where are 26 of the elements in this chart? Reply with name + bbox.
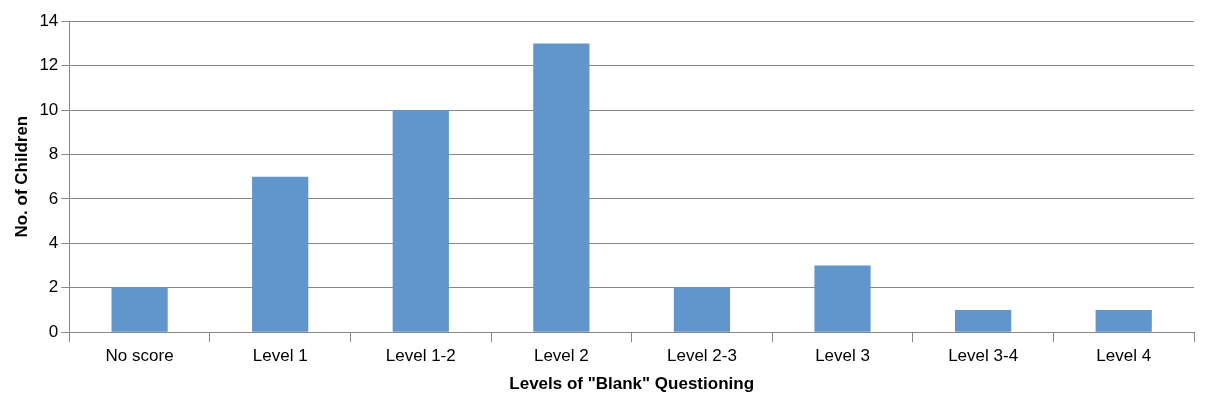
bar [955,309,1012,332]
x-tick-label: Level 2 [533,346,589,366]
bar [673,287,731,332]
bar [111,287,168,332]
x-tick-label: Level 3-4 [948,346,1019,366]
y-tick-label: 4 [48,233,59,253]
bar [252,176,309,332]
x-tick-label: No score [105,346,174,366]
bar [1095,309,1152,332]
y-axis-title: No. of Children [11,115,31,238]
y-tick-label: 0 [48,321,59,341]
y-tick-label: 12 [39,55,59,75]
y-tick-label: 14 [39,10,59,30]
x-tick-label: Level 1-2 [385,346,456,366]
bar [392,110,449,332]
x-tick-label: Level 2-3 [666,346,737,366]
x-tick-label: Level 3 [815,346,870,366]
x-axis-title: Levels of "Blank" Questioning [509,374,755,394]
bar [533,43,590,332]
y-tick-label: 10 [39,99,59,119]
x-tick-label: Level 4 [1096,346,1152,366]
y-tick-label: 2 [48,277,59,297]
y-tick-label: 8 [48,144,59,164]
y-tick-label: 6 [48,188,59,208]
x-tick-label: Level 1 [252,346,308,366]
bar [814,265,871,332]
